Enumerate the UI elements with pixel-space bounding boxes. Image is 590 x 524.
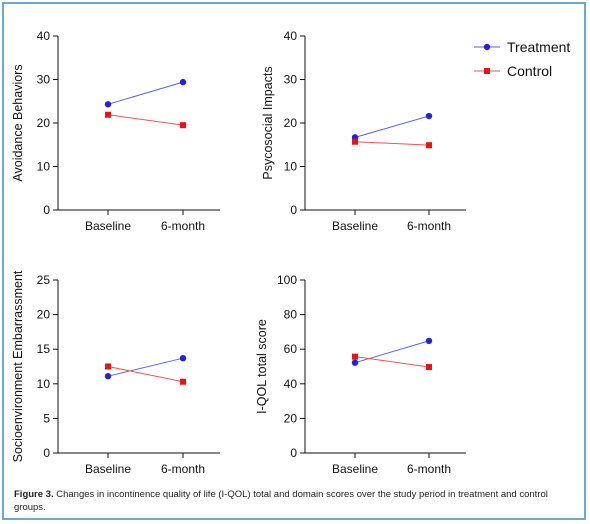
y-tick-label: 60 [284,342,298,356]
x-tick-label: 6-month [161,219,205,233]
y-tick-label: 40 [37,29,51,43]
legend: Treatment Control [474,39,570,79]
y-tick-label: 100 [277,273,297,287]
figure-frame [2,2,586,520]
x-tick-label: Baseline [332,462,378,476]
y-tick-label: 40 [284,29,298,43]
data-point-control [180,378,186,385]
y-tick-label: 25 [37,273,51,287]
figure-caption: Figure 3. Changes in incontinence qualit… [14,488,574,514]
y-tick-label: 10 [37,377,51,391]
data-point-treatment [425,112,433,120]
caption-label: Figure 3. [14,489,54,500]
series-line-treatment [107,81,184,105]
data-point-treatment [425,337,433,345]
chart-panel-3: 0 5 10 15 20 25 Baseline 6-month Socioenvironmen… [11,270,220,476]
y-tick-label: 30 [37,73,51,87]
series-line-control [107,366,184,383]
data-point-treatment [351,359,359,366]
y-tick-label: 80 [284,308,298,322]
y-tick-label: 30 [284,73,298,87]
legend-marker-control [484,68,490,74]
y-tick-label: 0 [43,203,50,217]
x-tick-label: Baseline [85,219,131,233]
series-line-treatment [354,340,430,364]
data-point-control [352,353,358,360]
data-point-treatment [104,101,112,108]
y-axis-title: Socioenvironment Embarrassment [11,270,25,462]
y-tick-label: 20 [37,116,51,130]
data-point-control [105,111,111,118]
y-axis-title: Avoidance Behaviors [11,64,25,181]
legend-label-treatment: Treatment [507,39,570,55]
x-tick-label: Baseline [85,462,131,476]
series-line-treatment [354,115,430,138]
x-tick-label: Baseline [332,219,378,233]
y-tick-label: 0 [290,203,297,217]
data-point-control [426,364,432,371]
chart-panel-1: 0 10 20 30 40 Baseline 6-month Avoidance Behavi… [11,29,220,233]
data-point-control [352,138,358,145]
y-tick-label: 0 [43,446,50,460]
y-tick-label: 20 [37,308,51,322]
y-tick-label: 40 [284,377,298,391]
data-point-control [426,142,432,149]
series-line-treatment [107,357,184,377]
y-tick-label: 15 [37,342,51,356]
series-line-control [354,141,430,146]
chart-panel-2: 0 10 20 30 40 Baseline 6-month Psycosocial Impa… [261,29,466,233]
y-tick-label: 0 [290,446,297,460]
data-point-treatment [104,372,112,380]
y-axis-title: Psycosocial Impacts [261,66,275,179]
data-point-control [105,363,111,370]
series-line-control [354,356,430,368]
legend-label-control: Control [507,63,552,79]
legend-marker-treatment [483,43,491,51]
y-tick-label: 5 [43,411,50,425]
series-line-control [107,114,184,126]
y-tick-label: 10 [37,160,51,174]
y-axis-title: I-QOL total score [255,319,269,414]
caption-text: Changes in incontinence quality of life … [14,489,548,513]
data-point-control [180,122,186,129]
y-tick-label: 10 [284,160,298,174]
data-point-treatment [179,354,187,362]
x-tick-label: 6-month [407,219,451,233]
x-tick-label: 6-month [161,462,205,476]
x-tick-label: 6-month [407,462,451,476]
data-point-treatment [179,78,187,86]
y-tick-label: 20 [284,116,298,130]
chart-panel-4: 0 20 40 60 80 100 Baseline 6-month I-QOL total s… [255,273,466,476]
y-tick-label: 20 [284,411,298,425]
